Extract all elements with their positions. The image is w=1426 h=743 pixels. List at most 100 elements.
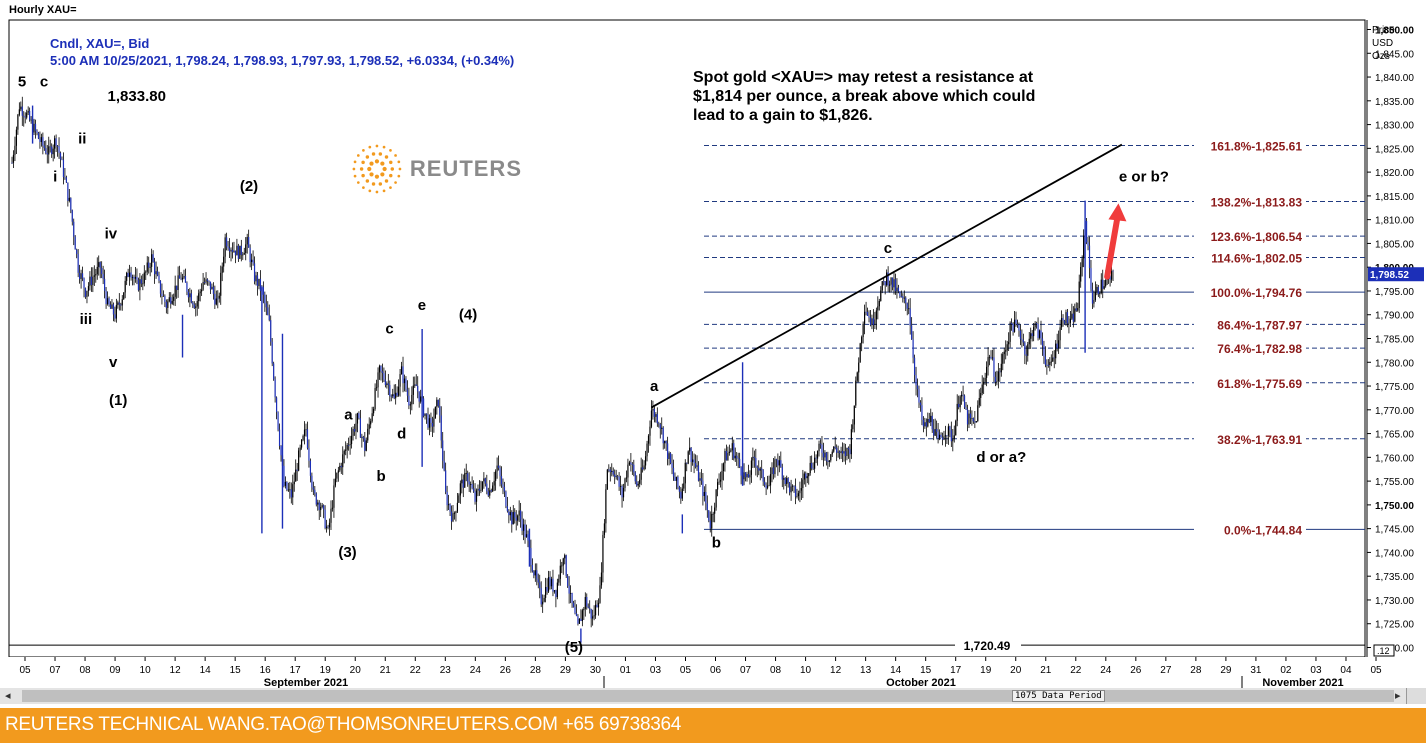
candle-body [714,507,716,514]
scroll-right-arrow[interactable]: ▸ [1395,690,1401,702]
logo-dot [353,174,357,178]
logo-dot [369,172,374,177]
y-tick-label: 1,770.00 [1375,406,1414,417]
candle-body [428,418,431,428]
candle-body [543,597,545,602]
candle-body [1060,318,1063,328]
candle-body [1031,333,1033,337]
candle-body [201,289,203,292]
candle-body [177,275,179,291]
candle-body [677,476,679,488]
candle-body [602,534,604,573]
footer-banner: REUTERS TECHNICAL WANG.TAO@THOMSONREUTER… [0,708,1426,743]
candle-body [692,459,694,462]
candle-body [609,469,611,473]
candle-body [1046,364,1048,366]
candle-body [1083,235,1085,259]
logo-dot [368,145,372,149]
y-tick-label: 1,835.00 [1375,97,1414,108]
candle-body [83,278,85,289]
wave-label: (1) [109,392,127,409]
candle-body [414,384,416,386]
x-tick-label: 24 [470,665,482,676]
y-tick-label: 1,785.00 [1375,335,1414,346]
candle-body [1040,330,1042,339]
wave-label: 1,833.80 [108,88,166,105]
logo-dot [369,161,374,166]
candle-body [378,365,381,373]
candle-body [836,447,838,453]
candle-body [827,460,829,462]
y-tick-label: 1,775.00 [1375,382,1414,393]
candle-body [434,406,436,419]
candle-body [984,377,986,382]
logo-dot [378,152,383,156]
candle-body [956,403,958,421]
candle-body [765,484,767,489]
candle-body [502,484,504,487]
candle-body [611,470,613,473]
candle-body [715,489,717,508]
candle-body [693,459,695,464]
candle-body [318,502,320,511]
candle-body [173,296,175,301]
x-tick-label: 22 [1070,665,1082,676]
candle-body [337,470,339,473]
x-tick-label: 14 [200,665,212,676]
candle-body [439,405,441,416]
chart-scrollbar[interactable]: ◂ 1075 Data Period ▸ [0,688,1426,704]
candle-body [940,434,942,438]
candle-body [143,272,145,284]
candle-body [308,447,310,461]
candle-body [912,339,914,358]
candle-body [733,443,735,459]
candle-body [584,597,586,609]
candle-body [65,177,67,183]
candle-body [123,292,125,300]
fib-label: 114.6%-1,802.05 [1211,251,1302,265]
scroll-left-arrow[interactable]: ◂ [5,690,11,702]
candle-body [1041,338,1044,346]
scroll-thumb[interactable] [22,690,1394,702]
candle-body [553,590,556,592]
candle-body [719,479,722,482]
candle-body [126,272,128,281]
candle-body [736,455,738,458]
candle-body [155,271,157,275]
candle-body [888,284,891,286]
candle-body [237,245,239,259]
candle-body [1055,343,1057,359]
candle-body [539,582,541,589]
candle-body [93,275,95,277]
candle-body [443,460,445,471]
candle-body [934,428,936,436]
x-tick-label: 10 [800,665,812,676]
x-tick-label: 17 [290,665,302,676]
candle-body [178,275,181,279]
candle-body [348,444,350,446]
candle-body [997,371,999,382]
candle-body [596,604,598,608]
candle-body [640,467,642,480]
candle-body [846,447,848,457]
candle-body [377,372,379,388]
candle-body [712,513,714,515]
candle-body [1062,318,1064,321]
candle-body [134,276,137,279]
candle-body [189,293,191,298]
candle-body [559,565,561,579]
candle-body [700,478,703,481]
candle-body [658,423,660,425]
candle-body [575,613,578,617]
logo-dot [361,160,365,165]
candle-body [168,297,170,302]
candle-body [142,283,144,285]
candle-body [151,254,153,267]
candle-body [961,394,963,397]
candle-body [999,371,1001,373]
y-tick-label: 1,745.00 [1375,525,1414,536]
candle-body [146,262,148,272]
candle-body [862,323,864,338]
candle-body [925,422,927,427]
candle-body [86,290,88,297]
